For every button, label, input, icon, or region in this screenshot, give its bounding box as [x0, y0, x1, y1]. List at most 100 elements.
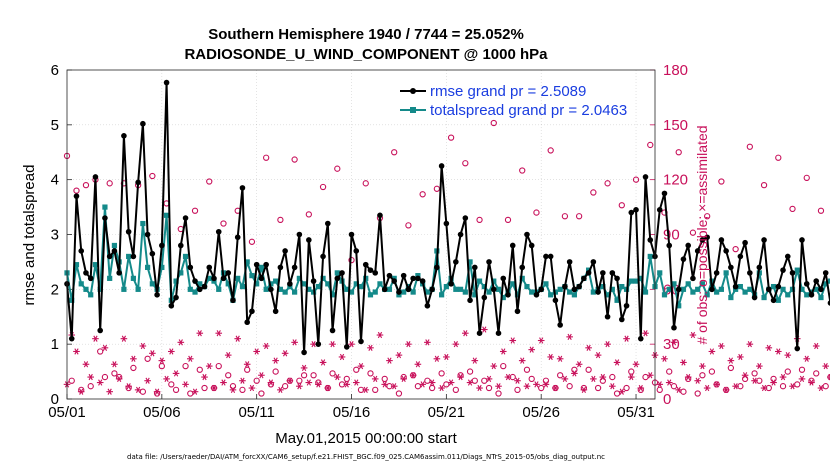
rmse-point — [296, 231, 303, 238]
obs-assimilated-point — [741, 372, 749, 379]
rmse-point — [808, 292, 815, 298]
rmse-point — [358, 338, 364, 345]
totalspread-point — [320, 275, 326, 281]
rmse-point — [353, 248, 360, 254]
obs-possible-point — [798, 366, 806, 373]
obs-assimilated-point — [812, 342, 820, 350]
obs-assimilated-point — [533, 381, 540, 388]
obs-assimilated-point — [774, 348, 782, 355]
obs-assimilated-point — [822, 362, 830, 370]
obs-possible-point — [196, 366, 203, 373]
totalspread-point — [107, 275, 113, 281]
obs-possible-point — [395, 390, 403, 397]
legend-spread-marker — [410, 107, 416, 113]
obs-assimilated-point — [471, 357, 479, 364]
rmse-point — [813, 278, 820, 284]
obs-possible-point — [438, 370, 445, 377]
obs-assimilated-point — [457, 373, 464, 381]
totalspread-point — [714, 289, 720, 295]
rmse-point — [310, 278, 317, 284]
obs-assimilated-point — [609, 383, 616, 390]
rmse-point — [747, 270, 753, 276]
obs-possible-point — [775, 154, 782, 161]
totalspread-point — [600, 283, 606, 290]
obs-possible-point — [528, 375, 535, 383]
obs-assimilated-point — [243, 361, 251, 368]
obs-possible-point — [561, 213, 569, 220]
rmse-point — [339, 270, 345, 276]
obs-possible-point — [784, 368, 791, 375]
totalspread-point — [510, 281, 516, 287]
rmse-point — [690, 275, 696, 282]
obs-possible-point — [310, 372, 317, 379]
totalspread-point — [439, 292, 445, 298]
obs-possible-point — [817, 207, 825, 214]
obs-possible-point — [789, 205, 796, 213]
obs-possible-point — [97, 348, 104, 355]
rmse-point — [794, 345, 801, 352]
totalspread-point — [718, 286, 724, 292]
obs-assimilated-point — [409, 372, 417, 379]
obs-possible-point — [168, 381, 175, 388]
obs-possible-point — [101, 373, 109, 381]
obs-possible-point — [708, 368, 716, 375]
legend-rmse-label: rmse grand pr = 2.5089 — [430, 83, 586, 100]
rmse-point — [514, 308, 521, 315]
left-tick-label: 2 — [51, 281, 59, 298]
totalspread-point — [273, 278, 279, 284]
obs-assimilated-point — [149, 350, 156, 357]
obs-possible-point — [111, 370, 118, 377]
obs-assimilated-point — [514, 377, 521, 384]
left-tick-label: 0 — [51, 391, 59, 408]
rmse-point — [239, 185, 246, 191]
rmse-point — [581, 275, 587, 282]
obs-possible-point — [590, 189, 597, 196]
rmse-point — [609, 270, 616, 276]
rmse-point — [367, 267, 374, 273]
rmse-point — [675, 286, 682, 293]
totalspread-point — [794, 267, 800, 273]
obs-assimilated-point — [580, 386, 588, 393]
totalspread-point — [443, 283, 449, 290]
obs-assimilated-point — [277, 386, 284, 393]
totalspread-point — [192, 289, 198, 295]
obs-assimilated-point — [215, 330, 223, 337]
rmse-point — [434, 264, 440, 271]
obs-assimilated-point — [73, 348, 80, 355]
obs-assimilated-point — [571, 370, 578, 377]
obs-possible-point — [490, 119, 497, 127]
obs-assimilated-point — [480, 326, 488, 333]
rmse-point — [234, 234, 241, 241]
totalspread-point — [723, 270, 729, 276]
obs-possible-point — [239, 386, 246, 394]
obs-assimilated-point — [371, 375, 379, 383]
totalspread-point — [126, 253, 132, 260]
totalspread-point — [690, 289, 696, 295]
rmse-point — [92, 174, 99, 180]
obs-possible-point — [225, 372, 232, 379]
obs-assimilated-point — [348, 341, 355, 348]
obs-assimilated-point — [751, 377, 758, 384]
rmse-point — [742, 239, 748, 246]
rmse-point — [552, 297, 559, 304]
obs-assimilated-point — [424, 339, 431, 346]
right-tick-label: 120 — [663, 172, 688, 189]
obs-possible-point — [547, 147, 554, 154]
legend: rmse grand pr = 2.5089 totalspread grand … — [400, 83, 627, 119]
totalspread-point — [467, 259, 473, 265]
obs-assimilated-point — [447, 379, 455, 386]
totalspread-point — [88, 292, 94, 298]
obs-possible-point — [158, 362, 165, 370]
rmse-point — [334, 275, 341, 282]
rmse-point — [301, 349, 307, 356]
obs-assimilated-point — [319, 359, 327, 366]
obs-assimilated-point — [737, 353, 744, 361]
obs-assimilated-point — [186, 355, 194, 362]
obs-possible-point — [670, 383, 678, 390]
rmse-point — [481, 294, 488, 301]
rmse-point — [694, 248, 701, 254]
obs-possible-point — [281, 383, 289, 390]
obs-assimilated-point — [182, 381, 189, 388]
chart-title: Southern Hemisphere 1940 / 7744 = 25.052… — [208, 26, 524, 43]
totalspread-point — [557, 286, 563, 292]
